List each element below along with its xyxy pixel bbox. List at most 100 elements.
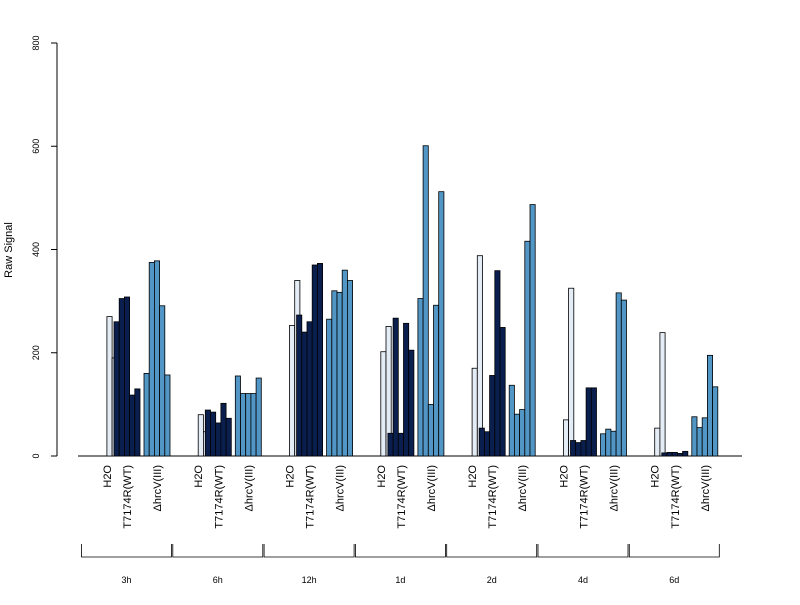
bar [682, 450, 689, 457]
bar [118, 298, 125, 457]
bar [438, 191, 445, 457]
bar [215, 422, 222, 457]
bars-layer [106, 145, 719, 457]
bar [245, 393, 252, 457]
condition-label: T7174R(WT) [670, 465, 682, 529]
bar [255, 377, 262, 457]
bar [712, 386, 719, 457]
group-bracket [81, 544, 172, 558]
bar [164, 374, 171, 457]
bar [478, 427, 485, 457]
condition-label: T7174R(WT) [396, 465, 408, 529]
condition-label: H2O [285, 465, 297, 488]
bar [696, 427, 703, 457]
bar [316, 263, 323, 457]
y-tick-label: 200 [31, 345, 41, 360]
condition-label: H2O [467, 465, 479, 488]
bar [671, 451, 678, 457]
y-tick-label: 800 [31, 35, 41, 50]
group-label: 12h [302, 575, 317, 585]
bar [615, 292, 622, 457]
bar [143, 372, 150, 457]
condition-label: T7174R(WT) [579, 465, 591, 529]
condition-label: T7174R(WT) [487, 465, 499, 529]
group-label: 6h [213, 575, 223, 585]
bar [499, 327, 506, 457]
bar [701, 417, 708, 457]
bar [234, 375, 241, 457]
group-bracket [355, 544, 446, 558]
group-label: 6d [669, 575, 679, 585]
bar [570, 440, 577, 457]
condition-label: ΔhrcV(III) [152, 465, 164, 511]
condition-label: ΔhrcV(III) [700, 465, 712, 511]
bar [220, 402, 227, 457]
bar [427, 403, 434, 457]
group-brackets: 3h 6h 12h 1d 2d 4d 6d [81, 544, 720, 585]
y-axis: 0 200 400 600 800 [31, 35, 58, 459]
bar [529, 204, 536, 457]
condition-label: H2O [102, 465, 114, 488]
bar [585, 387, 592, 457]
bar [408, 349, 415, 457]
bar [654, 427, 661, 457]
bar [153, 260, 160, 457]
bar [240, 393, 247, 457]
y-tick-label: 400 [31, 242, 41, 257]
group-bracket [446, 544, 538, 558]
group-label: 1d [395, 575, 405, 585]
group-bracket [628, 544, 720, 558]
bar [476, 255, 483, 457]
condition-label: ΔhrcV(III) [609, 465, 621, 511]
bar [336, 291, 343, 457]
bar [417, 298, 424, 457]
group-bracket [537, 544, 629, 558]
bar [134, 388, 141, 457]
bar [433, 304, 440, 457]
bar [403, 322, 410, 457]
bar [489, 375, 496, 457]
condition-label: H2O [376, 465, 388, 488]
bar [331, 290, 338, 457]
bar [568, 287, 575, 457]
bar [575, 442, 582, 457]
y-axis-label: Raw Signal [3, 222, 15, 278]
bar [311, 264, 318, 457]
bar [661, 452, 668, 457]
condition-label: H2O [558, 465, 570, 488]
bar [250, 393, 257, 457]
bar [113, 321, 120, 457]
bar [129, 394, 136, 457]
bar [326, 318, 333, 457]
group-bracket [172, 544, 264, 558]
bar [148, 262, 155, 457]
condition-label: H2O [650, 465, 662, 488]
bar [471, 367, 478, 457]
condition-label: ΔhrcV(III) [335, 465, 347, 511]
bar [563, 419, 570, 457]
bar [380, 351, 387, 457]
bar [387, 432, 394, 457]
bar [483, 431, 490, 457]
bar [106, 316, 113, 457]
group-label: 2d [487, 575, 497, 585]
bar [346, 280, 353, 457]
condition-label: ΔhrcV(III) [426, 465, 438, 511]
bar [610, 430, 617, 457]
bar [159, 305, 166, 457]
bar [666, 451, 673, 457]
bar [508, 384, 515, 457]
condition-label: T7174R(WT) [213, 465, 225, 529]
bar [691, 416, 698, 457]
condition-label: ΔhrcV(III) [517, 465, 529, 511]
group-label: 4d [578, 575, 588, 585]
bar [620, 299, 627, 457]
condition-labels: H2O T7174R(WT) ΔhrcV(III) H2O T7174R(WT) Δhrc… [102, 465, 712, 529]
condition-label: H2O [193, 465, 205, 488]
y-tick-label: 0 [31, 453, 41, 458]
condition-label: T7174R(WT) [305, 465, 317, 529]
bar [341, 269, 348, 457]
bar [707, 354, 714, 457]
